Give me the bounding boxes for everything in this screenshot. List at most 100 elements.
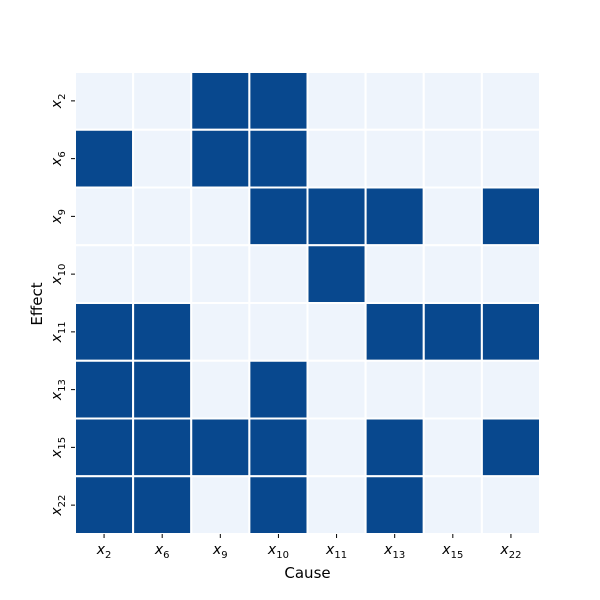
heatmap-cells (74, 71, 541, 535)
heatmap-cell (132, 359, 193, 420)
tick-label-base: x (96, 542, 106, 558)
heatmap-cell (422, 475, 483, 535)
tick-label-subscript: 6 (57, 151, 68, 157)
y-tick-label: x11 (49, 321, 68, 343)
tick-label-base: x (212, 542, 222, 558)
heatmap-cell (422, 71, 483, 131)
x-axis-label: Cause (284, 564, 330, 582)
heatmap-cell (306, 359, 367, 420)
heatmap-cell (248, 359, 309, 420)
y-axis-label: Effect (28, 282, 46, 325)
heatmap-cell (422, 359, 483, 420)
heatmap-cell (190, 417, 251, 478)
tick-label-base: x (499, 542, 509, 558)
heatmap-cell (364, 417, 425, 478)
tick-label-subscript: 9 (57, 209, 68, 215)
tick-label-base: x (49, 507, 65, 517)
heatmap-cell (422, 128, 483, 189)
x-tick-label: x15 (441, 542, 463, 561)
tick-label-base: x (49, 99, 65, 109)
tick-label-subscript: 13 (392, 550, 405, 561)
heatmap-cell (248, 302, 309, 362)
heatmap-cell (190, 186, 251, 247)
tick-label-subscript: 2 (57, 94, 68, 100)
heatmap-cell (132, 186, 193, 247)
y-tick-label: x9 (49, 209, 68, 225)
heatmap-cell (480, 71, 541, 131)
tick-label-subscript: 22 (509, 550, 522, 561)
heatmap-cell (364, 359, 425, 420)
heatmap-cell (190, 128, 251, 189)
tick-label-subscript: 10 (57, 264, 68, 277)
heatmap-cell (74, 186, 135, 247)
heatmap-cell (364, 186, 425, 247)
heatmap-cell (74, 244, 135, 304)
heatmap-cell (480, 128, 541, 189)
tick-label-base: x (49, 333, 65, 343)
tick-label-subscript: 9 (221, 550, 227, 561)
heatmap-cell (364, 71, 425, 131)
heatmap-cell (422, 186, 483, 247)
x-tick-label: x22 (499, 542, 521, 561)
x-tick-label: x9 (212, 542, 228, 561)
heatmap-cell (364, 128, 425, 189)
x-tick-label: x2 (96, 542, 112, 561)
heatmap-cell (422, 417, 483, 478)
heatmap-cell (74, 302, 135, 362)
heatmap-cell (306, 417, 367, 478)
tick-label-subscript: 2 (105, 550, 111, 561)
tick-label-subscript: 15 (451, 550, 464, 561)
heatmap-cell (248, 128, 309, 189)
tick-label-base: x (49, 276, 65, 286)
heatmap-cell (480, 475, 541, 535)
heatmap-cell (132, 71, 193, 131)
tick-label-base: x (49, 157, 65, 167)
heatmap-cell (306, 128, 367, 189)
heatmap-cell (190, 71, 251, 131)
heatmap-cell (480, 186, 541, 247)
heatmap-cell (132, 128, 193, 189)
tick-label-base: x (49, 449, 65, 459)
heatmap-cell (190, 475, 251, 535)
heatmap-cell (190, 359, 251, 420)
tick-label-subscript: 11 (334, 550, 347, 561)
tick-label-base: x (325, 542, 335, 558)
tick-label-base: x (267, 542, 277, 558)
x-tick-label: x6 (154, 542, 170, 561)
heatmap-cell (480, 417, 541, 478)
heatmap-cell (74, 417, 135, 478)
y-tick-label: x15 (49, 437, 68, 459)
heatmap-cell (248, 71, 309, 131)
heatmap-cell (306, 186, 367, 247)
x-tick-label: x13 (383, 542, 405, 561)
heatmap-cell (248, 244, 309, 304)
x-tick-label: x10 (267, 542, 289, 561)
tick-label-subscript: 13 (57, 379, 68, 392)
y-tick-label: x13 (49, 379, 68, 401)
heatmap-cell (480, 244, 541, 304)
heatmap-cell (132, 244, 193, 304)
heatmap-cell (248, 186, 309, 247)
heatmap-cell (248, 417, 309, 478)
tick-label-subscript: 6 (163, 550, 169, 561)
y-tick-label: x22 (49, 495, 68, 517)
tick-label-base: x (441, 542, 451, 558)
tick-label-base: x (49, 215, 65, 225)
heatmap-cell (190, 302, 251, 362)
heatmap-cell (306, 302, 367, 362)
heatmap-cell (364, 475, 425, 535)
heatmap-cell (190, 244, 251, 304)
heatmap-cell (364, 244, 425, 304)
heatmap-cell (74, 359, 135, 420)
heatmap-cell (480, 302, 541, 362)
heatmap-cell (422, 302, 483, 362)
tick-label-base: x (49, 391, 65, 401)
heatmap-cell (132, 302, 193, 362)
tick-label-subscript: 11 (57, 321, 68, 334)
heatmap-cell (306, 475, 367, 535)
y-tick-label: x6 (49, 151, 68, 167)
y-tick-label: x10 (49, 264, 68, 286)
heatmap-cell (74, 71, 135, 131)
